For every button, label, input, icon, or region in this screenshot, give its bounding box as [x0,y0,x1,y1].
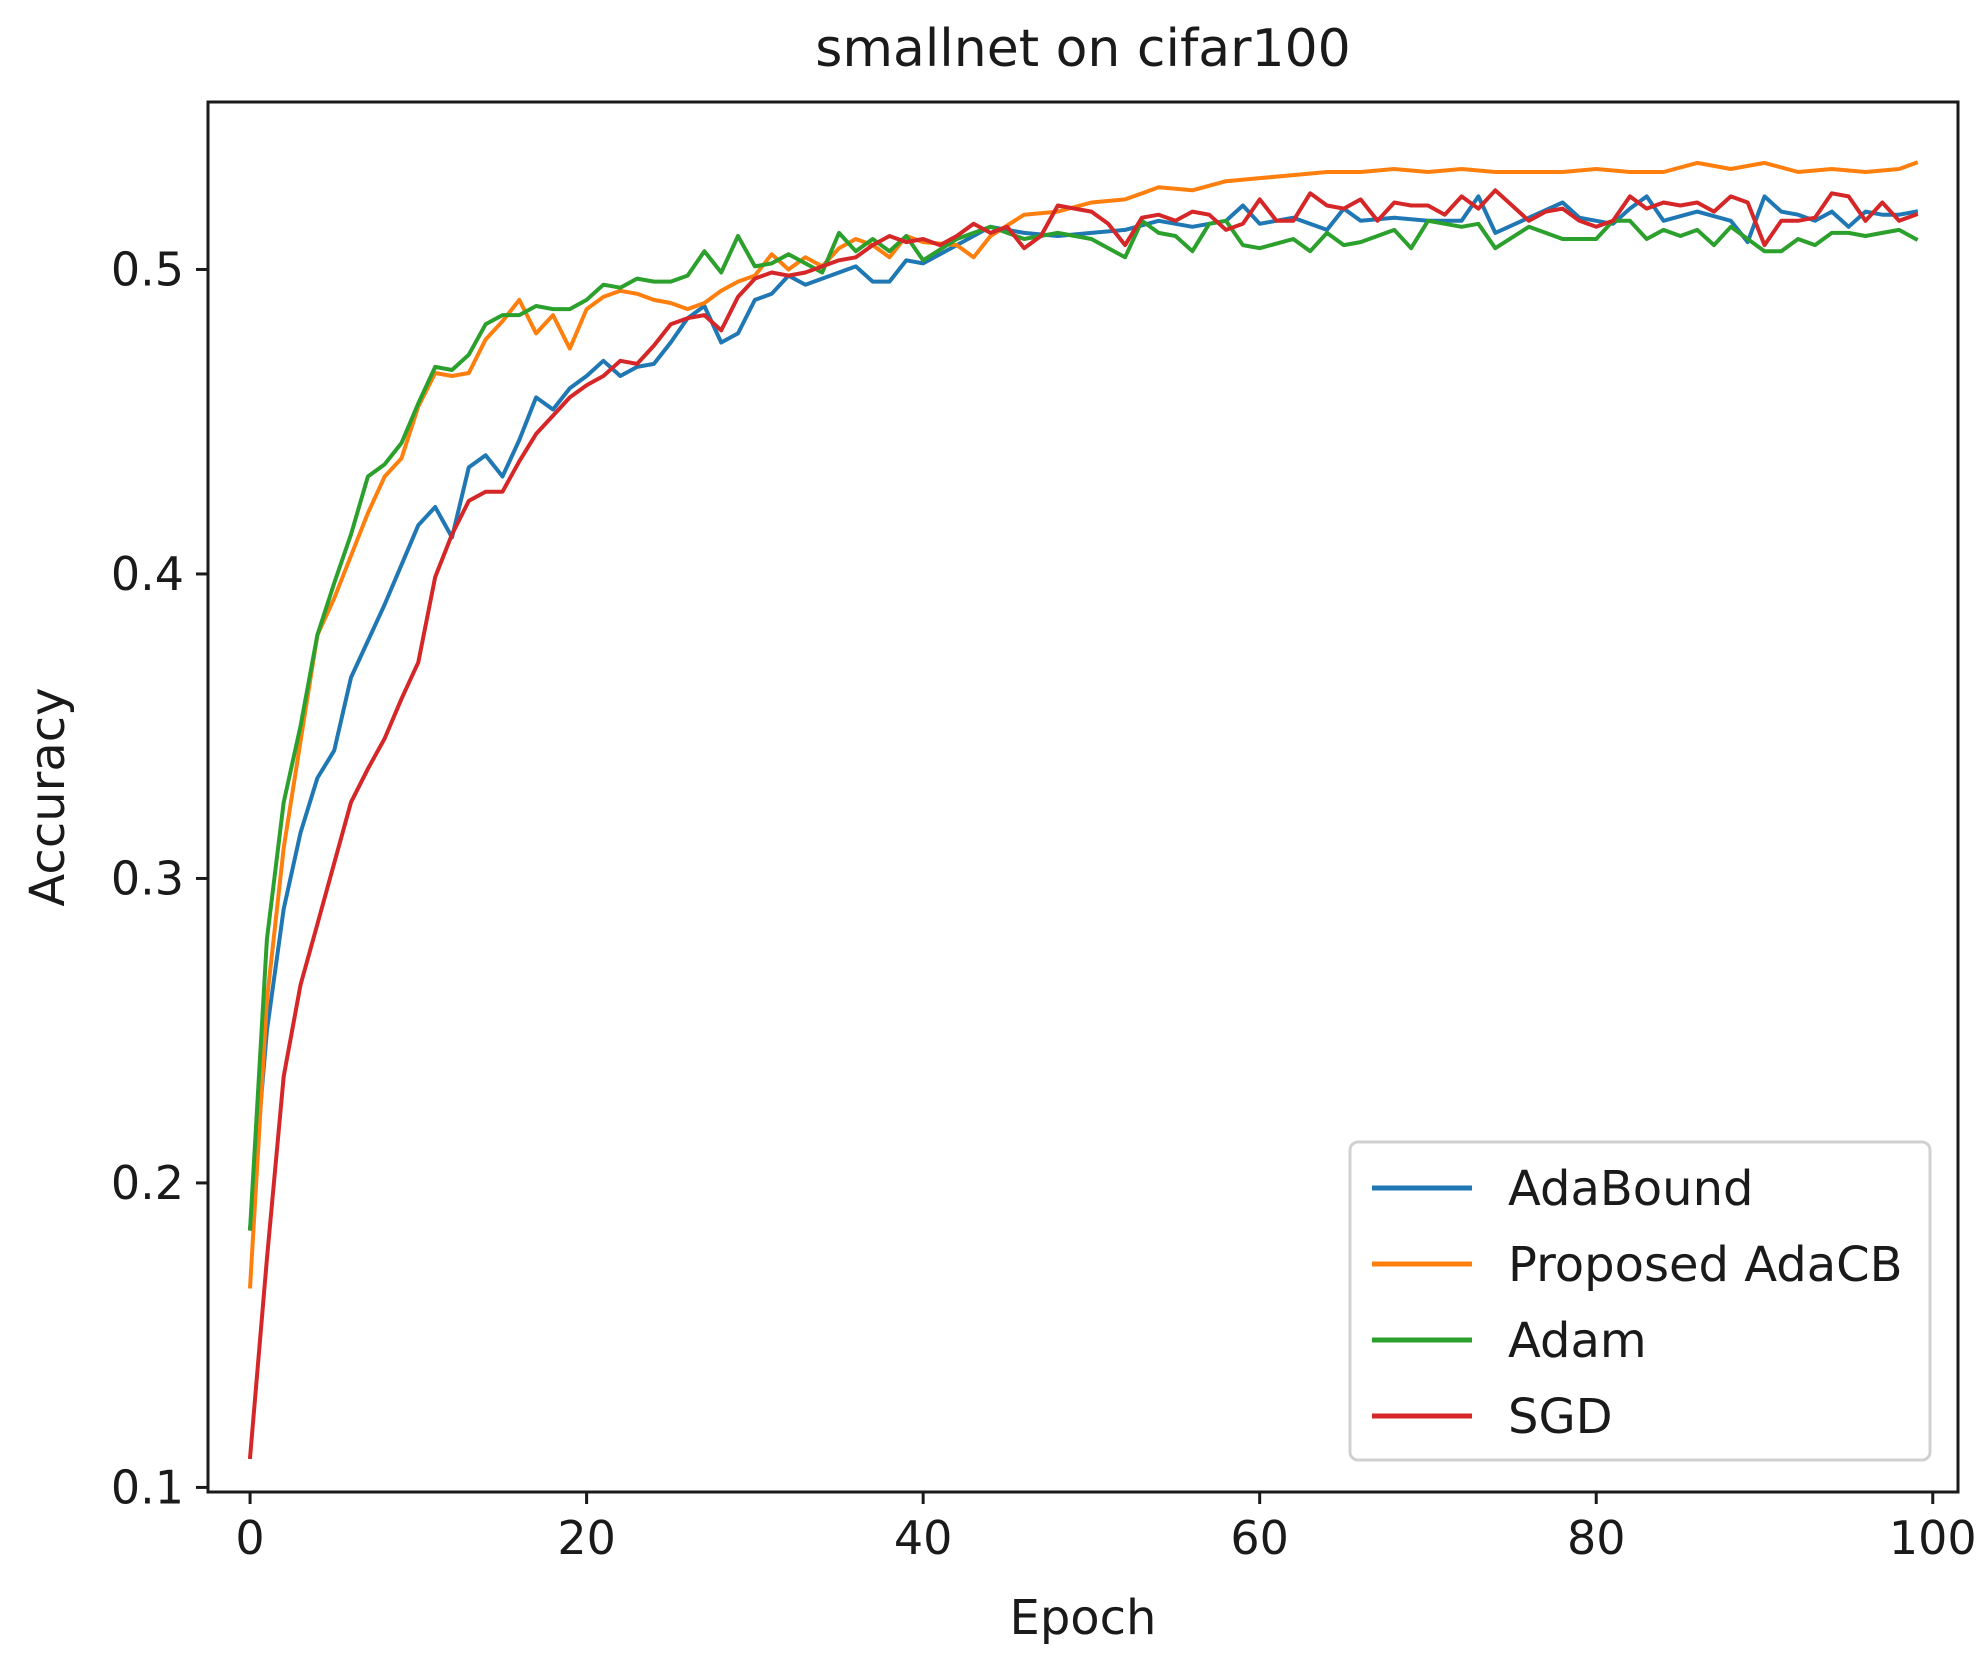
legend-box [1348,1140,1932,1462]
x-tick-label: 100 [1889,1511,1977,1565]
legend-label: AdaBound [1508,1161,1753,1217]
y-tick-label: 0.4 [111,547,184,601]
x-tick-label: 40 [894,1511,953,1565]
y-tick-label: 0.2 [111,1156,184,1210]
chart-title: smallnet on cifar100 [815,19,1351,79]
series-layer [247,160,1919,1460]
legend-label: Adam [1508,1313,1647,1369]
legend-label: Proposed AdaCB [1508,1237,1903,1293]
y-axis-ticks: 0.1 0.2 0.3 0.4 0.5 [111,242,208,1514]
series-line-sgd [247,188,1919,1460]
plot-frame [206,100,1960,1494]
x-axis-label: Epoch [1010,1590,1157,1646]
y-axis-label: Accuracy [20,687,76,906]
x-axis-ticks: 0 20 40 60 80 100 [235,1492,1977,1565]
y-tick-label: 0.1 [111,1460,184,1514]
x-tick-label: 60 [1230,1511,1289,1565]
legend-label: SGD [1508,1389,1613,1445]
legend: AdaBound Proposed AdaCB Adam SGD [1348,1140,1932,1462]
series-line-adabound [247,194,1919,1231]
y-tick-label: 0.3 [111,851,184,905]
x-tick-label: 80 [1567,1511,1626,1565]
x-tick-label: 0 [235,1511,264,1565]
x-tick-label: 20 [557,1511,616,1565]
y-tick-label: 0.5 [111,242,184,296]
legend-entries: AdaBound Proposed AdaCB Adam SGD [1372,1161,1903,1445]
